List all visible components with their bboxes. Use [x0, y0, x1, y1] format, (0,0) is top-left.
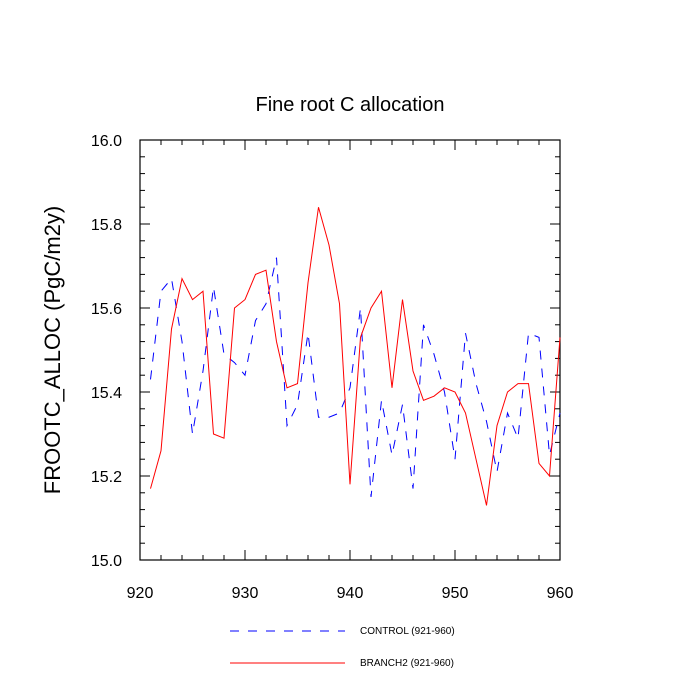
- x-tick-label: 960: [547, 585, 574, 602]
- y-tick-label: 15.6: [91, 301, 122, 318]
- y-tick-label: 15.0: [91, 553, 122, 570]
- y-tick-label: 16.0: [91, 133, 122, 150]
- x-tick-label: 940: [337, 585, 364, 602]
- chart-title: Fine root C allocation: [256, 94, 445, 116]
- y-tick-label: 15.2: [91, 469, 122, 486]
- series-line-branch2: [150, 207, 561, 506]
- plot-frame: [139, 139, 561, 561]
- x-tick-label: 920: [127, 585, 154, 602]
- tick-labels: 920 930 940 950 960 15.0 15.2 15.4 15.6 15.8 16.0: [91, 133, 574, 602]
- y-tick-label: 15.8: [91, 217, 122, 234]
- x-tick-label: 950: [442, 585, 469, 602]
- y-tick-label: 15.4: [91, 385, 122, 402]
- series-line-control: [150, 257, 561, 498]
- legend-label-branch2: BRANCH2 (921-960): [360, 658, 454, 669]
- series-lines: [150, 207, 561, 506]
- legend: CONTROL (921-960) BRANCH2 (921-960): [230, 626, 455, 669]
- legend-label-control: CONTROL (921-960): [360, 626, 455, 637]
- axis-ticks: [139, 139, 561, 561]
- y-axis-label: FROOTC_ALLOC (PgC/m2y): [40, 206, 65, 495]
- x-tick-label: 930: [232, 585, 259, 602]
